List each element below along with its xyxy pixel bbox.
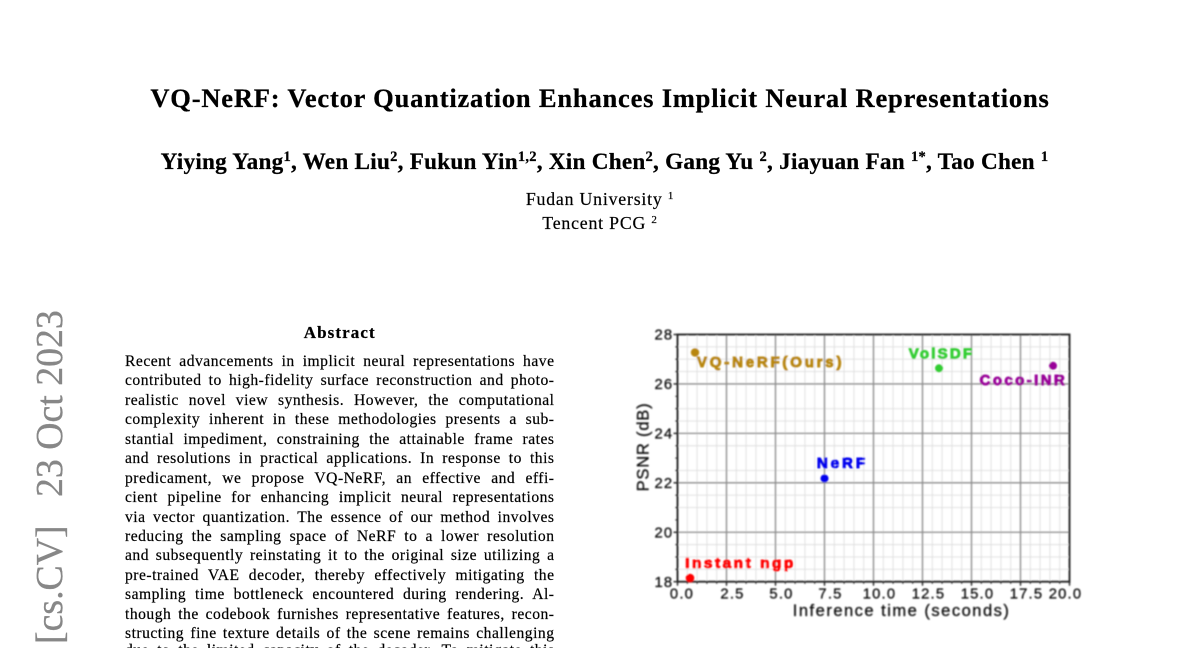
svg-text:26: 26 bbox=[654, 377, 673, 393]
svg-text:Inference time (seconds): Inference time (seconds) bbox=[793, 602, 1011, 620]
svg-text:17.5: 17.5 bbox=[1010, 587, 1044, 603]
svg-text:7.5: 7.5 bbox=[818, 587, 842, 603]
svg-text:18: 18 bbox=[654, 575, 673, 591]
svg-text:24: 24 bbox=[654, 427, 673, 443]
svg-text:15.0: 15.0 bbox=[961, 587, 995, 603]
svg-text:5.0: 5.0 bbox=[769, 587, 793, 603]
svg-text:10.0: 10.0 bbox=[863, 587, 897, 603]
svg-text:28: 28 bbox=[654, 328, 673, 344]
svg-text:20.0: 20.0 bbox=[1049, 587, 1083, 603]
svg-text:20: 20 bbox=[654, 525, 673, 541]
svg-text:NeRF: NeRF bbox=[817, 455, 868, 472]
svg-text:0.0: 0.0 bbox=[670, 587, 694, 603]
svg-text:12.5: 12.5 bbox=[912, 587, 946, 603]
svg-text:Instant ngp: Instant ngp bbox=[685, 555, 796, 572]
svg-text:VQ-NeRF(Ours): VQ-NeRF(Ours) bbox=[697, 354, 844, 371]
svg-text:22: 22 bbox=[654, 476, 673, 492]
svg-text:Coco-INR: Coco-INR bbox=[980, 372, 1068, 389]
svg-text:VolSDF: VolSDF bbox=[909, 346, 974, 363]
svg-text:PSNR (dB): PSNR (dB) bbox=[635, 403, 653, 492]
svg-text:2.5: 2.5 bbox=[720, 587, 744, 603]
